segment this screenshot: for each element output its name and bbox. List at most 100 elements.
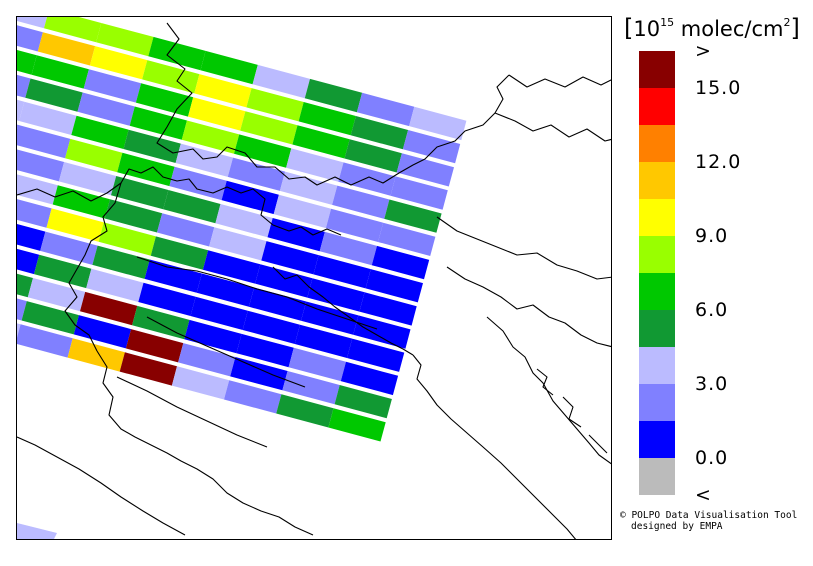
swath-pixel (279, 171, 338, 205)
swath-pixel (17, 323, 21, 338)
swath-pixel (328, 408, 386, 442)
swath-pixel (17, 273, 33, 298)
swath-pixel (230, 357, 288, 391)
swath-pixel (17, 74, 31, 98)
swath-pixel (409, 106, 467, 141)
swath-pixel (227, 157, 286, 191)
swath-pixel (319, 231, 377, 266)
swath-pixel (325, 208, 384, 242)
swath-pixel (46, 208, 104, 242)
credits: © POLPO Data Visualisation Tool designed… (620, 510, 797, 532)
swath-pixel (80, 291, 138, 326)
legend-swatch (639, 384, 675, 421)
swath-pixel (301, 301, 359, 335)
swath-pixel (67, 338, 125, 372)
legend-unit-title: [1015 molec/cm2] (624, 14, 800, 42)
legend-tick-label: 15.0 (695, 77, 742, 99)
legend-tick-label: > (695, 40, 712, 62)
swath-pixel (58, 162, 117, 196)
swath-pixel (242, 310, 300, 344)
swath-pixel (148, 36, 206, 71)
unit-prefix: 10 (633, 17, 661, 41)
swath-pixel (27, 278, 86, 312)
swath-pixel (175, 143, 233, 177)
swath-pixel (17, 149, 65, 182)
swath-pixel (65, 138, 123, 173)
swath-pixel (273, 194, 332, 229)
swath-pixel (34, 254, 92, 289)
swath-pixel (25, 78, 83, 112)
legend-tick-label: 3.0 (695, 373, 729, 395)
unit-square: 2 (783, 16, 791, 29)
legend-swatch (639, 162, 675, 199)
swath-pixel (344, 139, 402, 173)
coastline-borders (17, 22, 611, 539)
swath-pixel (190, 296, 248, 330)
swath-pixel (252, 64, 310, 99)
swath-pixel (240, 111, 298, 145)
legend-swatch (639, 458, 675, 495)
swath-pixel (71, 115, 129, 149)
swath-pixel (215, 204, 273, 238)
swath-pixel (353, 315, 411, 349)
legend-tick-label: 0.0 (695, 447, 729, 469)
swath-pixel (37, 32, 96, 66)
unit-main: molec/cm (680, 17, 784, 41)
swath-pixel (356, 92, 415, 127)
swath-pixel (371, 245, 430, 280)
swath-pixel (396, 153, 454, 187)
legend-swatch (639, 421, 675, 458)
legend-tick-label: 6.0 (695, 299, 729, 321)
swath-pixel (171, 366, 230, 400)
swath-pixel (188, 97, 246, 131)
swath-pixel (89, 46, 148, 80)
swath-pixel (276, 394, 334, 428)
legend-swatch (639, 199, 675, 236)
swath-pixel (340, 361, 399, 396)
legend-tick-label: 9.0 (695, 225, 729, 247)
swath-pixel (196, 273, 255, 307)
legend-tick-label: < (695, 484, 712, 506)
swath-pixel (294, 324, 353, 358)
swath-pixel (129, 106, 187, 140)
swath-pixel (98, 222, 156, 256)
swath-pixel (17, 248, 40, 275)
swath-pixel (288, 347, 346, 382)
swath-pixel (261, 241, 319, 275)
swath-pixel (17, 25, 43, 52)
legend-swatch (639, 236, 675, 273)
swath-pixel (365, 269, 423, 303)
legend-swatch (639, 88, 675, 125)
swath-pixel (359, 292, 417, 326)
swath-pixel (17, 324, 73, 358)
swath-pixel (292, 125, 350, 159)
swath-pixel (402, 130, 461, 164)
swath-pixel (17, 50, 37, 75)
swath-pixel (96, 23, 154, 57)
legend-swatch (639, 125, 675, 162)
unit-exponent: 15 (660, 16, 675, 29)
swath-pixel (350, 116, 409, 150)
swath-pixel (384, 199, 442, 233)
swath-pixel (104, 199, 163, 233)
swath-pixel (40, 231, 98, 265)
swath-pixel (17, 199, 52, 228)
swath-pixel (202, 250, 261, 284)
map-panel (16, 16, 612, 540)
swath-pixel (184, 319, 242, 354)
swath-pixel (181, 120, 240, 154)
swath-pixel (19, 101, 77, 135)
swath-pixel (307, 278, 365, 312)
swath-pixel (378, 222, 436, 256)
swath-pixel (31, 55, 89, 89)
swath-pixel (286, 148, 344, 182)
legend-swatch (639, 51, 675, 88)
swath-pixel (77, 92, 135, 126)
swath-pixel (234, 134, 292, 168)
no2-swath-layer (17, 17, 467, 539)
swath-pixel (209, 227, 267, 261)
color-legend: [1015 molec/cm2] >15.0 12.0 9.0 6.0 3.0 0.0 < (618, 8, 808, 505)
swath-pixel (194, 74, 252, 108)
swath-pixel (200, 50, 258, 85)
credits-line-1: © POLPO Data Visualisation Tool (620, 510, 798, 521)
